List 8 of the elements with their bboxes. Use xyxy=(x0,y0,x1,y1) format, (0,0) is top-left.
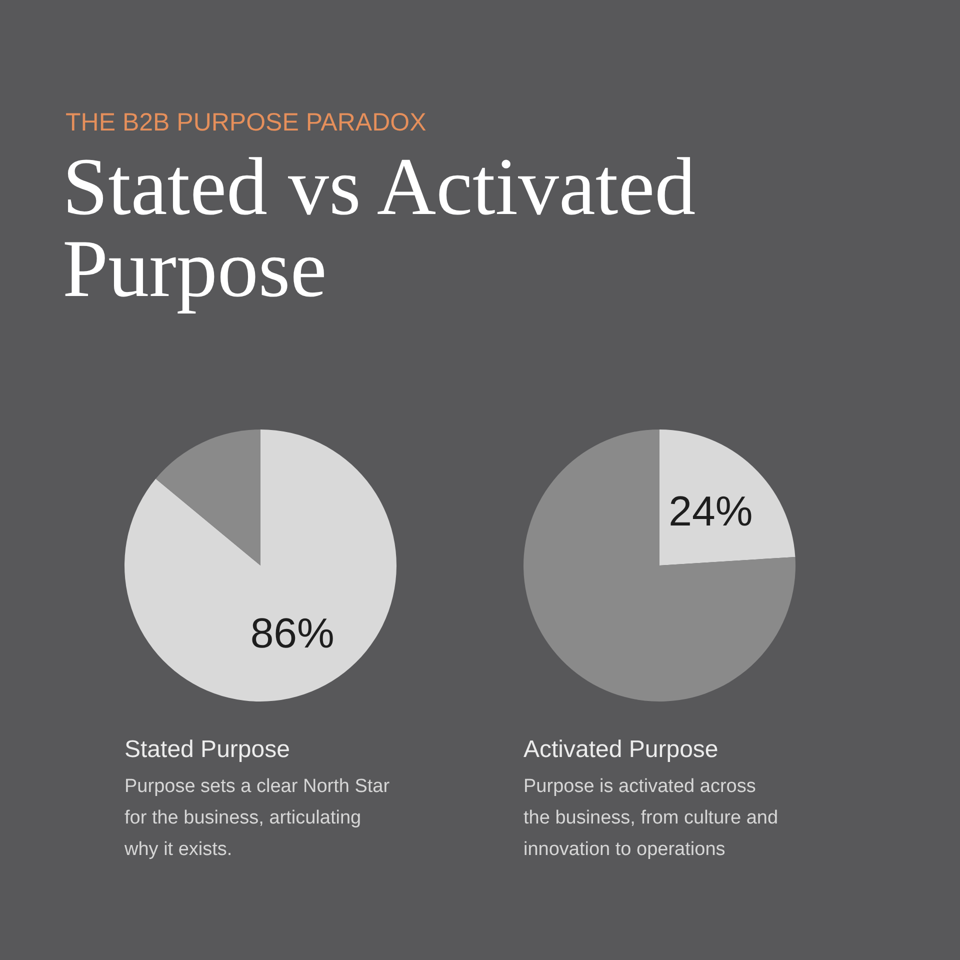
data-label: 86% xyxy=(250,610,334,657)
text: THE B2B PURPOSE PARADOX xyxy=(66,108,427,136)
text: Stated Purpose xyxy=(124,736,290,763)
data-label: 24% xyxy=(668,487,753,534)
text: Purpose is activated across the business, from culture and innovation to operations xyxy=(524,776,778,860)
text: Activated Purpose xyxy=(524,736,718,763)
text: Purpose sets a clear North Star for the business, articulating why it exists. xyxy=(124,776,390,860)
text: Stated vs Activated Purpose xyxy=(62,141,696,314)
